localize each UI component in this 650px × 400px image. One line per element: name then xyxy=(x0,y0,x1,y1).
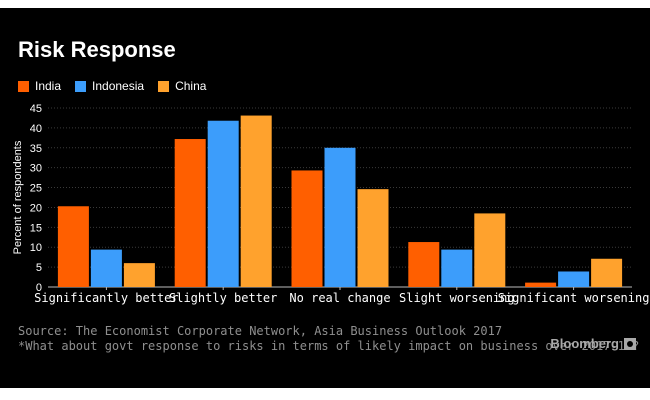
y-tick-label: 0 xyxy=(36,282,42,294)
bar-india-1 xyxy=(174,139,206,287)
y-tick-label: 20 xyxy=(30,202,42,214)
bar-china-1 xyxy=(240,115,272,288)
y-tick-label: 45 xyxy=(30,103,42,115)
bar-india-2 xyxy=(291,170,323,287)
legend-item-india: India xyxy=(18,79,61,93)
x-tick-label: Significantly better xyxy=(34,291,179,305)
bar-india-4 xyxy=(525,282,557,287)
y-tick-label: 30 xyxy=(30,163,42,175)
legend-swatch-india xyxy=(18,80,29,92)
bar-india-0 xyxy=(57,206,89,287)
bar-indonesia-3 xyxy=(441,249,473,287)
bar-indonesia-1 xyxy=(207,120,239,288)
y-tick-label: 5 xyxy=(36,262,42,274)
bar-china-0 xyxy=(123,263,155,287)
legend-label-india: India xyxy=(35,79,62,93)
legend-item-indonesia: Indonesia xyxy=(75,79,144,93)
legend-swatch-china xyxy=(158,80,170,92)
legend-label-china: China xyxy=(175,79,207,93)
y-tick-label: 35 xyxy=(30,143,42,155)
brand-name: Bloomberg xyxy=(550,336,619,351)
x-tick-label: No real change xyxy=(289,291,390,305)
bar-indonesia-2 xyxy=(324,147,356,287)
y-tick-label: 10 xyxy=(30,242,42,254)
x-tick-label: Slightly better xyxy=(169,291,277,305)
chart-title: Risk Response xyxy=(18,37,176,62)
x-tick-label: Slight worsening xyxy=(399,291,515,305)
bar-india-3 xyxy=(408,242,440,287)
y-tick-label: 40 xyxy=(30,123,42,135)
brand: Bloomberg xyxy=(550,336,636,351)
y-axis-label: Percent of respondents xyxy=(12,140,24,254)
bar-china-4 xyxy=(591,258,623,287)
bar-indonesia-0 xyxy=(90,249,122,287)
source-note: Source: The Economist Corporate Network,… xyxy=(18,324,503,338)
bar-china-3 xyxy=(474,213,506,287)
bloomberg-logo-icon xyxy=(624,337,636,350)
bar-china-2 xyxy=(357,189,389,287)
x-tick-label: Significant worsening xyxy=(498,291,650,305)
legend-item-china: China xyxy=(158,79,206,93)
legend-swatch-indonesia xyxy=(75,80,87,92)
legend: India Indonesia China xyxy=(18,78,220,94)
bar-indonesia-4 xyxy=(558,271,590,287)
legend-label-indonesia: Indonesia xyxy=(92,79,145,93)
y-tick-label: 25 xyxy=(30,183,42,195)
y-tick-label: 15 xyxy=(30,222,42,234)
footnote: *What about govt response to risks in te… xyxy=(18,339,640,353)
